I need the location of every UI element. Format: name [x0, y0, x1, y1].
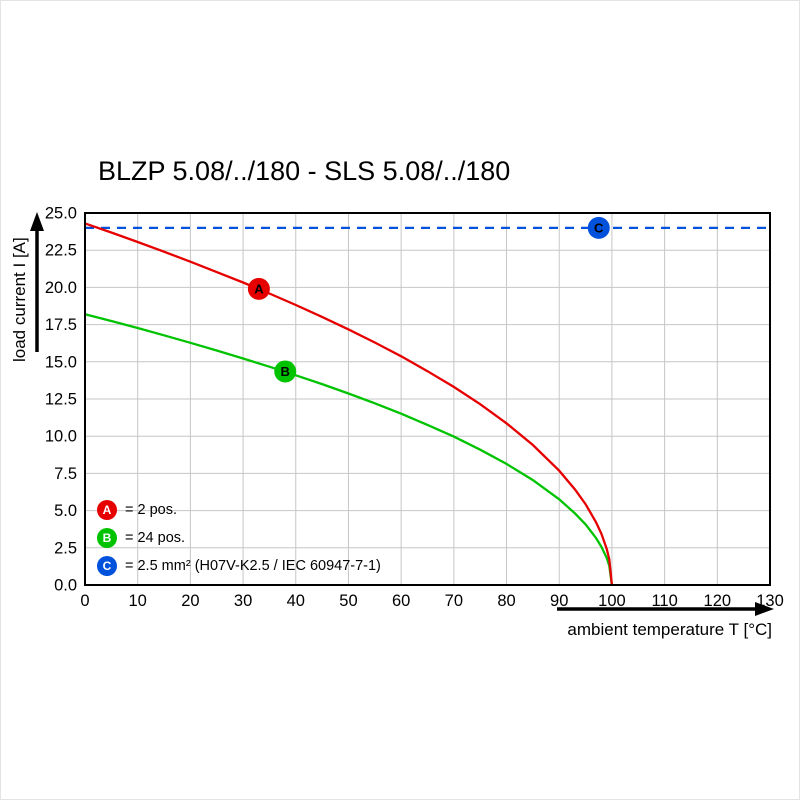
y-tick-label: 20.0	[45, 279, 77, 297]
x-tick-label: 20	[181, 592, 199, 610]
y-tick-label: 17.5	[45, 316, 77, 334]
x-tick-label: 80	[497, 592, 515, 610]
chart-legend: A = 2 pos. B = 24 pos. C = 2.5 mm² (H07V…	[97, 496, 381, 580]
x-tick-label: 50	[339, 592, 357, 610]
x-tick-label: 90	[550, 592, 568, 610]
y-tick-label: 7.5	[54, 465, 77, 483]
x-tick-label: 0	[80, 592, 89, 610]
x-axis-arrow-head	[755, 602, 774, 616]
marker-b	[274, 360, 297, 383]
marker-label-c: C	[594, 220, 604, 235]
chart-title: BLZP 5.08/../180 - SLS 5.08/../180	[98, 156, 511, 186]
y-axis-arrow-head	[30, 212, 44, 231]
x-axis-title: ambient temperature T [°C]	[567, 620, 772, 639]
y-tick-label: 2.5	[54, 539, 77, 557]
legend-label-c: = 2.5 mm² (H07V-K2.5 / IEC 60947-7-1)	[125, 558, 381, 574]
legend-badge-c: C	[97, 556, 117, 576]
marker-label-a: A	[254, 281, 264, 296]
marker-label-b: B	[281, 364, 290, 379]
y-tick-label: 12.5	[45, 391, 77, 409]
y-tick-label: 22.5	[45, 242, 77, 260]
y-tick-label: 10.0	[45, 428, 77, 446]
y-tick-label: 25.0	[45, 205, 77, 223]
legend-badge-a: A	[97, 500, 117, 520]
x-tick-label: 60	[392, 592, 410, 610]
plot-border	[84, 212, 771, 586]
x-tick-label: 10	[129, 592, 147, 610]
x-tick-label: 100	[598, 592, 626, 610]
marker-c	[587, 216, 610, 239]
series-curve-b	[84, 313, 614, 586]
x-tick-label: 70	[445, 592, 463, 610]
y-tick-label: 0.0	[54, 577, 77, 595]
y-tick-label: 15.0	[45, 353, 77, 371]
legend-label-a: = 2 pos.	[125, 502, 177, 518]
legend-item-c: C = 2.5 mm² (H07V-K2.5 / IEC 60947-7-1)	[97, 552, 381, 580]
x-tick-label: 40	[287, 592, 305, 610]
legend-label-b: = 24 pos.	[125, 530, 186, 546]
x-tick-label: 120	[704, 592, 732, 610]
legend-item-a: A = 2 pos.	[97, 496, 381, 524]
series-curve-a	[84, 222, 614, 586]
legend-badge-b: B	[97, 528, 117, 548]
y-tick-label: 5.0	[54, 502, 77, 520]
legend-item-b: B = 24 pos.	[97, 524, 381, 552]
x-tick-label: 110	[651, 592, 677, 610]
marker-a	[247, 277, 270, 300]
x-tick-label: 30	[234, 592, 252, 610]
